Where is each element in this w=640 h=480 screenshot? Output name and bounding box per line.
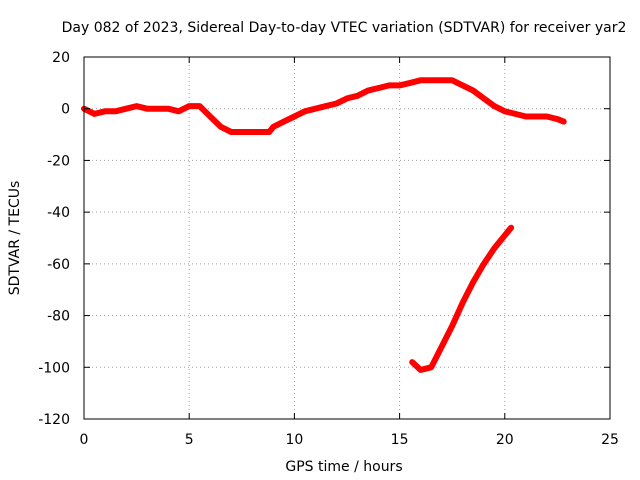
series-layer xyxy=(81,77,567,373)
data-point xyxy=(281,119,287,125)
axis-ticks: 0 5 10 15 20 25 20 0 -20 -40 -60 -80 -100 -120 xyxy=(38,50,619,448)
data-point xyxy=(386,82,392,88)
data-point xyxy=(165,106,171,112)
data-point xyxy=(508,225,514,231)
data-point xyxy=(470,279,476,285)
y-tick-label: -100 xyxy=(38,360,70,376)
x-tick-label: 20 xyxy=(496,432,514,448)
x-tick-label: 15 xyxy=(391,432,409,448)
data-point xyxy=(270,124,276,130)
x-tick-label: 5 xyxy=(185,432,194,448)
data-point xyxy=(523,114,529,119)
data-point xyxy=(481,261,487,267)
data-point xyxy=(449,323,455,329)
data-point xyxy=(439,344,445,350)
chart-title: Day 082 of 2023, Sidereal Day-to-day VTE… xyxy=(62,20,627,36)
data-point xyxy=(260,129,266,135)
data-point xyxy=(249,129,255,135)
data-point xyxy=(397,82,403,88)
y-tick-label: 20 xyxy=(52,50,70,66)
x-tick-label: 0 xyxy=(80,432,89,448)
data-point xyxy=(561,119,567,125)
data-point xyxy=(407,80,413,86)
data-point xyxy=(144,106,150,112)
x-tick-label: 25 xyxy=(601,432,619,448)
data-point xyxy=(449,77,455,83)
data-point xyxy=(334,101,339,106)
data-point xyxy=(302,108,308,114)
data-point xyxy=(92,111,97,117)
data-point xyxy=(481,95,487,101)
data-point xyxy=(355,93,360,99)
data-point xyxy=(291,114,297,119)
data-point xyxy=(186,103,192,109)
data-point xyxy=(491,245,497,251)
data-point xyxy=(512,111,518,117)
data-point xyxy=(218,124,224,130)
data-point xyxy=(460,300,466,306)
y-tick-label: -20 xyxy=(47,153,70,169)
plot-frame xyxy=(83,56,611,420)
data-point xyxy=(228,129,234,135)
data-point xyxy=(418,367,424,373)
data-point xyxy=(544,114,550,119)
data-point xyxy=(102,108,108,114)
data-point xyxy=(418,77,424,83)
data-point xyxy=(428,364,434,370)
data-point xyxy=(207,114,213,119)
data-point xyxy=(113,108,119,114)
data-point xyxy=(502,108,508,114)
data-point xyxy=(365,88,371,94)
y-tick-label: -80 xyxy=(47,309,70,325)
data-point xyxy=(176,108,182,114)
y-tick-label: -60 xyxy=(47,257,70,273)
data-point xyxy=(344,95,350,101)
data-point xyxy=(502,232,508,238)
data-point xyxy=(197,103,203,109)
x-axis-label: GPS time / hours xyxy=(285,459,402,475)
y-tick-label: 0 xyxy=(61,102,70,118)
data-point xyxy=(491,103,497,109)
data-point xyxy=(323,103,329,109)
data-point xyxy=(155,106,161,112)
data-point xyxy=(533,114,539,119)
data-point xyxy=(554,116,560,122)
data-point xyxy=(376,85,382,91)
data-point xyxy=(266,129,272,135)
data-point xyxy=(312,106,318,112)
data-point xyxy=(428,77,434,83)
data-point xyxy=(134,103,140,109)
data-point xyxy=(439,77,445,83)
data-point xyxy=(239,129,245,135)
data-point xyxy=(409,359,415,365)
data-point xyxy=(123,106,129,112)
x-tick-label: 10 xyxy=(285,432,303,448)
y-tick-label: -120 xyxy=(38,412,70,428)
y-tick-label: -40 xyxy=(47,205,70,221)
y-axis-label: SDTVAR / TECUs xyxy=(7,181,23,296)
data-point xyxy=(470,88,476,94)
data-point xyxy=(460,82,466,88)
